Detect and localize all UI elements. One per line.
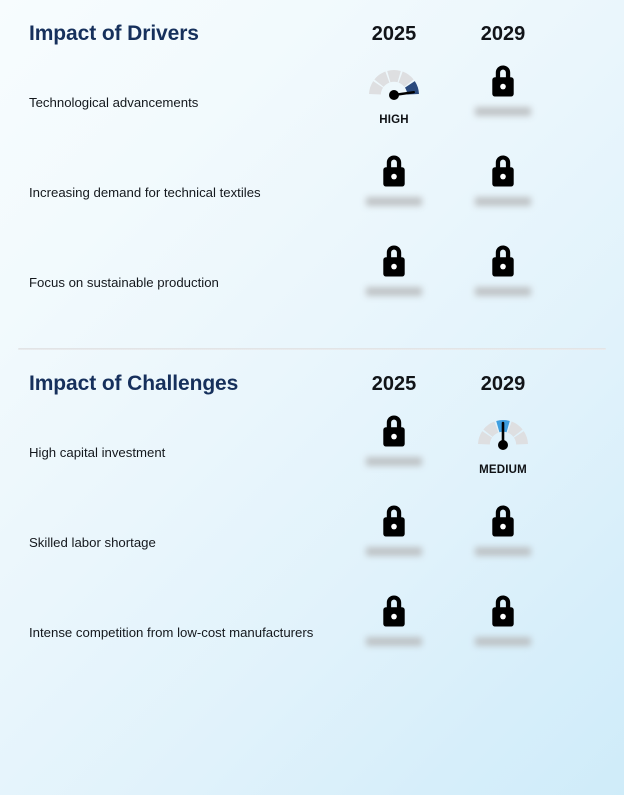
table-row: Focus on sustainable production [0,238,624,328]
locked-value-placeholder [366,287,422,296]
section-drivers: Impact of Drivers 2025 2029 Technological a… [0,18,624,328]
lock-icon [492,245,514,277]
locked-value-placeholder [366,197,422,206]
lock-icon [383,245,405,277]
column-header-2025: 2025 [371,373,417,395]
row-label: Increasing demand for technical textiles [29,185,261,200]
lock-icon [383,415,405,447]
table-row: Skilled labor shortage [0,498,624,588]
row-label: Technological advancements [29,95,199,110]
row-label: Intense competition from low-cost manufa… [29,625,314,640]
locked-value-placeholder [475,547,531,556]
cell-2029 [448,588,558,678]
locked-value-placeholder [366,547,422,556]
locked-value-placeholder [475,287,531,296]
section-title-challenges: Impact of Challenges [29,372,239,395]
table-row: Technological advancements HIGH [0,58,624,148]
locked-value-placeholder [475,637,531,646]
section-divider [18,348,606,350]
column-header-2029: 2029 [480,373,526,395]
locked-value-placeholder [366,637,422,646]
lock-icon [492,505,514,537]
cell-2025 [339,498,449,588]
section-header-challenges: Impact of Challenges 2025 2029 [0,368,624,408]
cell-2029 [448,148,558,238]
cell-2029: MEDIUM [448,408,558,498]
column-header-2029: 2029 [480,23,526,45]
lock-icon [383,595,405,627]
cell-2029 [448,58,558,148]
cell-2025 [339,588,449,678]
table-row: Intense competition from low-cost manufa… [0,588,624,678]
table-row: Increasing demand for technical textiles [0,148,624,238]
cell-2025 [339,148,449,238]
row-label: Skilled labor shortage [29,535,156,550]
section-challenges: Impact of Challenges 2025 2029 High capital… [0,368,624,678]
locked-value-placeholder [366,457,422,466]
cell-2025: HIGH [339,58,449,148]
cell-2029 [448,498,558,588]
lock-icon [383,505,405,537]
section-title-drivers: Impact of Drivers [29,22,199,45]
column-header-2025: 2025 [371,23,417,45]
gauge-level-label: HIGH [379,114,409,126]
cell-2025 [339,408,449,498]
table-row: High capital investment MEDIUM [0,408,624,498]
locked-value-placeholder [475,107,531,116]
cell-2029 [448,238,558,328]
lock-icon [492,595,514,627]
row-label: Focus on sustainable production [29,275,219,290]
cell-2025 [339,238,449,328]
gauge-icon [478,420,528,450]
lock-icon [383,155,405,187]
row-label: High capital investment [29,445,166,460]
gauge-icon [369,70,419,100]
gauge-level-label: MEDIUM [479,464,527,476]
lock-icon [492,155,514,187]
lock-icon [492,65,514,97]
locked-value-placeholder [475,197,531,206]
section-header-drivers: Impact of Drivers 2025 2029 [0,18,624,58]
